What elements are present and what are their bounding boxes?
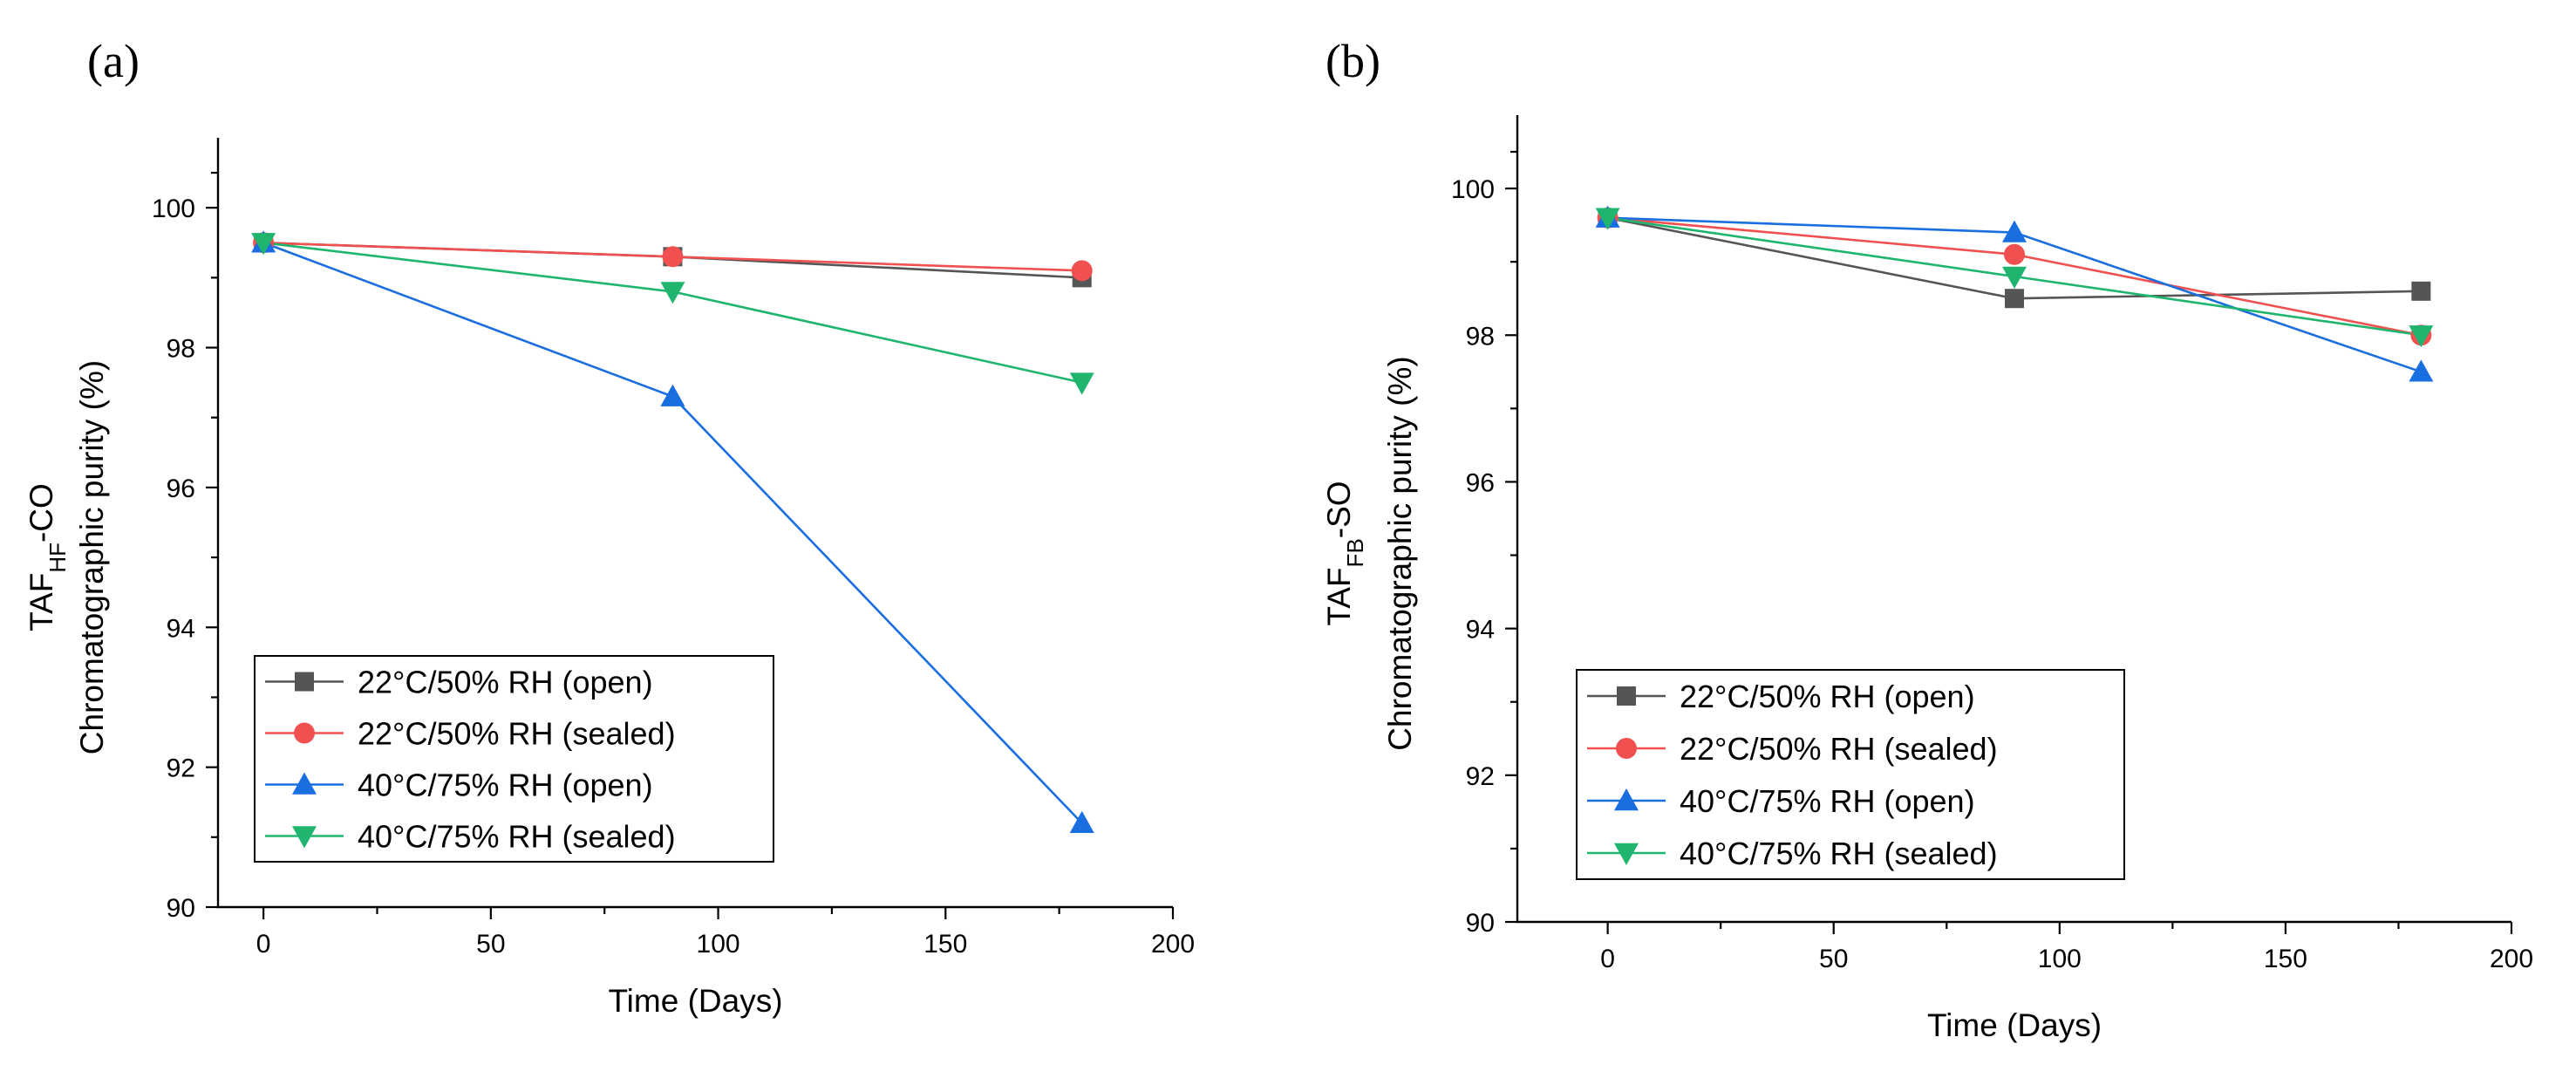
y-axis-title-line1-a: TAFHF-CO <box>24 483 71 631</box>
legend-b <box>1576 669 2125 880</box>
legend-label-b-0: 22°C/50% RH (open) <box>1680 679 1975 714</box>
y-tick-label-a-98: 98 <box>167 335 195 364</box>
legend-marker-b-0 <box>1617 686 1636 706</box>
x-tick-label-a-100: 100 <box>697 930 740 959</box>
y-tick-label-a-92: 92 <box>167 754 195 783</box>
y-tick-label-a-94: 94 <box>167 614 195 643</box>
x-tick-label-a-50: 50 <box>476 930 505 959</box>
x-tick-label-b-0: 0 <box>1600 945 1615 973</box>
chart-panel-b: (b) 0 50 100 150 200 90 92 94 96 98 100 Time (Days)… <box>1321 35 2533 1043</box>
x-tick-label-b-100: 100 <box>2038 945 2082 973</box>
y-tick-label-b-90: 90 <box>1466 909 1495 938</box>
legend-a <box>254 655 774 863</box>
y-axis-title-line1-b: TAFFB-SO <box>1321 481 1368 625</box>
data-point-a-3-0 <box>251 233 276 256</box>
y-tick-label-b-100: 100 <box>1451 175 1495 204</box>
legend-marker-a-1 <box>294 722 315 744</box>
y-tick-label-b-94: 94 <box>1466 616 1495 645</box>
data-point-b-3-1 <box>2002 266 2027 289</box>
data-point-a-1-1 <box>662 246 684 268</box>
data-point-a-3-2 <box>1069 372 1094 395</box>
data-point-b-0-1 <box>2005 289 2024 309</box>
data-point-a-3-1 <box>660 282 685 304</box>
legend-label-a-1: 22°C/50% RH (sealed) <box>358 716 676 752</box>
data-point-b-0-2 <box>2411 281 2431 301</box>
x-tick-label-a-0: 0 <box>256 930 271 959</box>
y-axis-title-line2-b: Chromatographic purity (%) <box>1382 356 1418 750</box>
legend-marker-b-3 <box>1614 843 1639 865</box>
legend-marker-b-2 <box>1614 788 1639 811</box>
x-tick-label-a-200: 200 <box>1151 930 1195 959</box>
legend-label-a-0: 22°C/50% RH (open) <box>358 665 653 700</box>
chart-panel-a: (a) 0 50 100 150 200 90 92 94 96 98 100 Time (Days)… <box>24 35 1195 1019</box>
legend-label-b-2: 40°C/75% RH (open) <box>1680 783 1975 819</box>
x-tick-label-a-150: 150 <box>923 930 967 959</box>
x-tick-label-b-200: 200 <box>2490 945 2533 973</box>
y-tick-label-a-96: 96 <box>167 474 195 503</box>
y-tick-label-b-96: 96 <box>1466 468 1495 497</box>
legend-marker-a-2 <box>292 772 317 795</box>
legend-marker-b-1 <box>1616 738 1637 759</box>
x-axis-title-a: Time (Days) <box>608 983 782 1019</box>
data-point-a-2-1 <box>660 384 685 406</box>
y-axis-title-line2-a: Chromatographic purity (%) <box>74 360 110 754</box>
legend-label-b-1: 22°C/50% RH (sealed) <box>1680 731 1998 767</box>
y-tick-label-a-100: 100 <box>152 195 195 223</box>
y-tick-label-b-92: 92 <box>1466 762 1495 791</box>
x-tick-label-b-150: 150 <box>2264 945 2307 973</box>
panel-label-b: (b) <box>1325 35 1380 87</box>
data-point-a-2-2 <box>1069 810 1094 833</box>
y-tick-label-a-90: 90 <box>167 894 195 923</box>
panel-label-a: (a) <box>87 35 140 87</box>
legend-marker-a-0 <box>295 672 314 692</box>
x-tick-label-b-50: 50 <box>1819 945 1848 973</box>
data-point-b-2-2 <box>2409 359 2434 382</box>
x-axis-title-b: Time (Days) <box>1927 1007 2102 1043</box>
legend-label-b-3: 40°C/75% RH (sealed) <box>1680 836 1998 871</box>
legend-label-a-2: 40°C/75% RH (open) <box>358 768 653 803</box>
data-point-a-1-2 <box>1071 260 1093 282</box>
legend-label-a-3: 40°C/75% RH (sealed) <box>358 819 676 855</box>
data-point-b-3-0 <box>1595 208 1620 230</box>
data-point-b-3-2 <box>2409 325 2434 348</box>
legend-marker-a-3 <box>292 826 317 849</box>
y-tick-label-b-98: 98 <box>1466 322 1495 351</box>
data-point-b-2-1 <box>2002 220 2027 242</box>
data-point-b-1-1 <box>2004 243 2025 265</box>
